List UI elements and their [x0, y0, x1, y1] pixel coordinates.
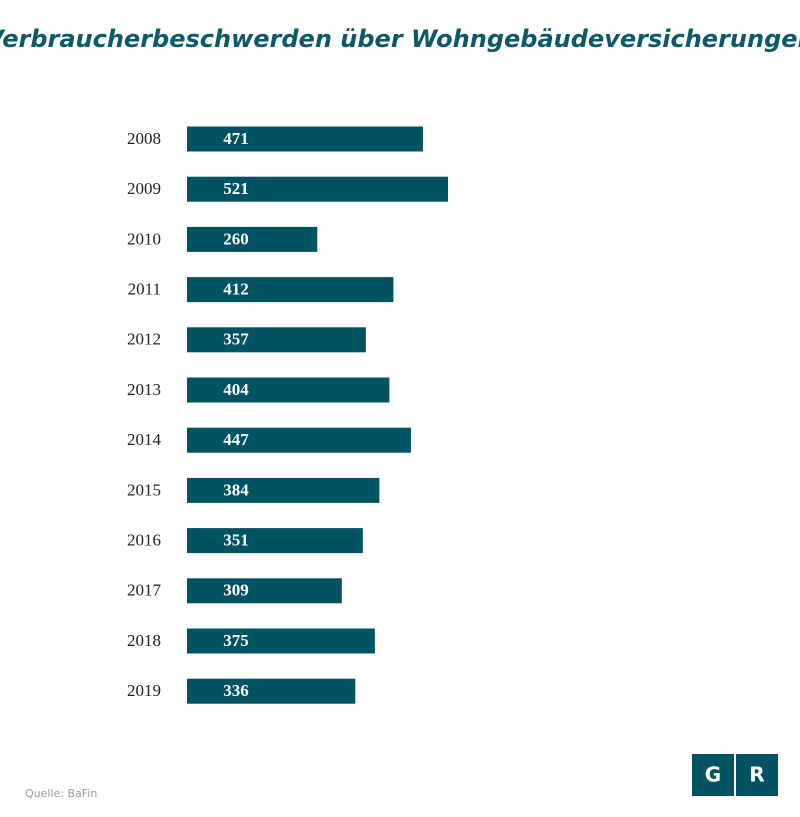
value-label: 336 [223, 681, 249, 700]
y-tick-label: 2014 [127, 430, 162, 449]
logo-box [736, 754, 778, 796]
value-label: 412 [223, 280, 249, 299]
bar [187, 678, 356, 704]
logo-letter: R [749, 763, 764, 787]
y-tick-label: 2019 [127, 681, 161, 700]
bar [187, 327, 366, 353]
y-tick-label: 2011 [128, 280, 161, 299]
source: Quelle: BaFin [25, 787, 97, 800]
value-label: 309 [223, 581, 249, 600]
y-tick-label: 2018 [127, 631, 161, 650]
y-tick-label: 2016 [127, 531, 161, 550]
y-tick-label: 2015 [127, 480, 161, 499]
bar [187, 176, 448, 202]
value-label: 260 [223, 229, 249, 248]
chart-title: Verbraucherbeschwerden über Wohngebäudev… [0, 25, 800, 53]
value-label: 521 [223, 179, 249, 198]
y-tick-label: 2017 [127, 581, 162, 600]
value-label: 471 [223, 129, 249, 148]
y-tick-label: 2008 [127, 129, 161, 148]
value-label: 351 [223, 531, 249, 550]
value-label: 357 [223, 330, 249, 349]
value-label: 404 [223, 380, 249, 399]
bar [187, 226, 318, 252]
bar [187, 277, 394, 303]
bar [187, 377, 390, 403]
bar [187, 578, 342, 604]
y-tick-label: 2010 [127, 229, 161, 248]
logo-box [692, 754, 734, 796]
logo-letter: G [705, 763, 721, 787]
y-tick-label: 2012 [127, 330, 161, 349]
value-label: 447 [223, 430, 249, 449]
value-label: 375 [223, 631, 249, 650]
bar [187, 628, 375, 654]
bar [187, 427, 411, 453]
y-tick-label: 2013 [127, 380, 161, 399]
bar [187, 126, 423, 152]
value-label: 384 [223, 480, 249, 499]
bar [187, 528, 363, 554]
bar [187, 477, 380, 503]
y-tick-label: 2009 [127, 179, 161, 198]
